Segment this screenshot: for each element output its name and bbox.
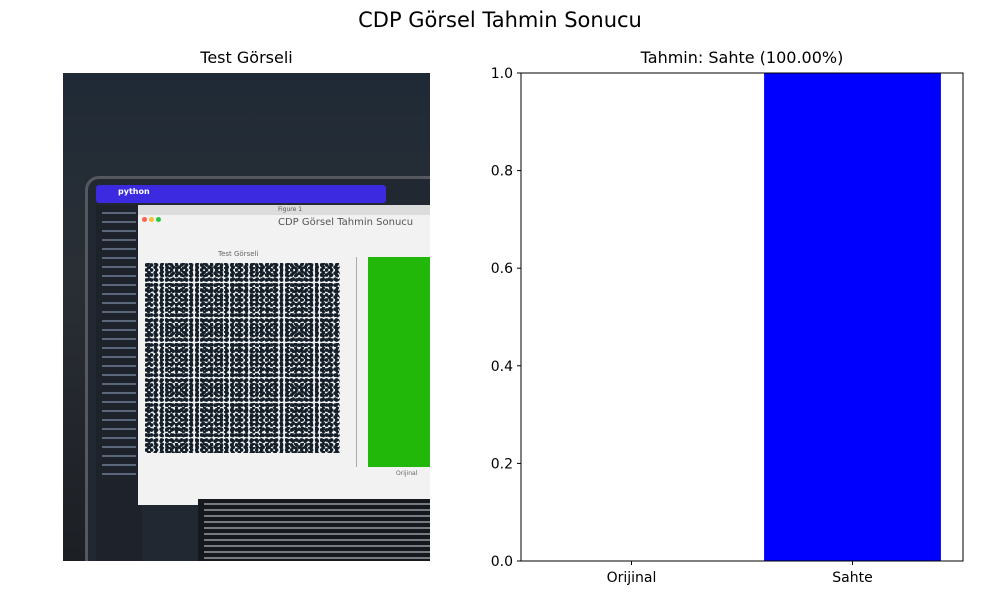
mini-bar <box>368 257 430 467</box>
mini-bar-label: Orijinal <box>396 470 418 477</box>
y-tick-label: 1.0 <box>491 66 513 82</box>
figure-window: Figure 1 CDP Görsel Tahmin Sonucu Test G… <box>138 205 430 505</box>
x-tick-label-orijinal: Orijinal <box>607 570 657 586</box>
figure-suptitle: CDP Görsel Tahmin Sonucu <box>358 8 642 32</box>
cdp-pattern <box>145 263 340 453</box>
terminal-panel <box>198 499 430 561</box>
image-panel-title: Test Görseli <box>200 48 293 67</box>
window-controls-icon <box>142 207 163 226</box>
y-tick-label: 0.2 <box>491 456 513 472</box>
mini-axis <box>356 257 357 467</box>
bar-sahte <box>764 73 941 561</box>
plot-frame <box>520 72 964 562</box>
laptop-screen: python Figure 1 CDP Görsel Tahmin Sonucu… <box>85 176 430 561</box>
figure-window-title: Figure 1 <box>278 206 303 213</box>
y-tick-label: 0.8 <box>491 164 513 180</box>
y-tick-label: 0.4 <box>491 359 513 375</box>
test-image: python Figure 1 CDP Görsel Tahmin Sonucu… <box>63 73 430 561</box>
y-tick-label: 0.6 <box>491 261 513 277</box>
y-tick-label: 0.0 <box>491 554 513 570</box>
chart-title: Tahmin: Sahte (100.00%) <box>640 48 844 67</box>
figure-inner-title: CDP Görsel Tahmin Sonucu <box>278 217 414 228</box>
prediction-bar-chart: 0.0 0.2 0.4 0.6 0.8 1.0 Orijinal Sahte <box>491 66 964 586</box>
editor-sidebar <box>96 205 142 561</box>
app-menu-label: python <box>118 187 150 196</box>
app-menu-bar: python <box>96 185 386 203</box>
figure-inner-subtitle: Test Görseli <box>218 250 259 258</box>
x-tick-label-sahte: Sahte <box>832 570 872 586</box>
